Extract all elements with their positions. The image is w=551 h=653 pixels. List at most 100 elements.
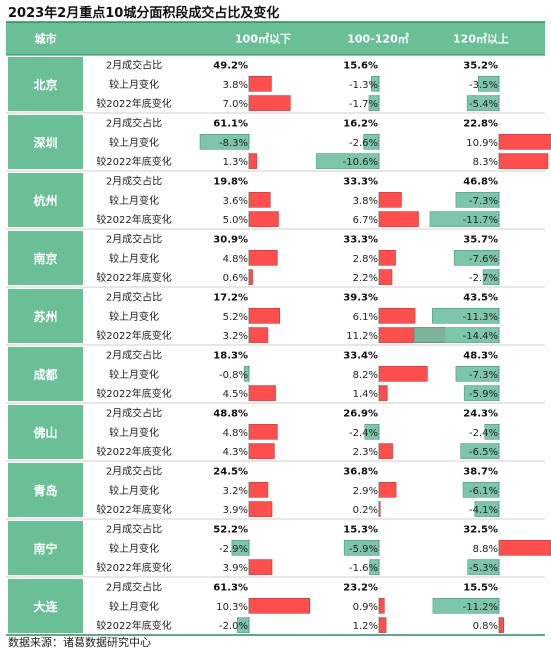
mom-value: -11.2% — [463, 602, 498, 613]
mom-value: 8.8% — [473, 544, 498, 555]
share-value: 24.5% — [213, 467, 248, 478]
ytd-value: -11.7% — [463, 215, 498, 226]
mom-bar — [248, 76, 272, 92]
ytd-bar — [248, 211, 279, 227]
mom-bar — [378, 192, 402, 208]
mom-bar — [378, 597, 385, 614]
metric-label: 2月成交占比 — [106, 291, 162, 304]
metric-label: 较上月变化 — [109, 600, 159, 613]
ytd-value: -14.4% — [463, 331, 498, 342]
ytd-bar — [248, 269, 253, 285]
mom-value: -3.5% — [469, 80, 498, 91]
ytd-bar — [248, 443, 275, 459]
share-value: 35.7% — [463, 235, 498, 246]
mom-value: -11.3% — [463, 312, 498, 323]
metric-label: 较2022年底变化 — [96, 561, 171, 574]
ytd-value: 1.4% — [353, 389, 378, 400]
ytd-value: 0.2% — [353, 505, 378, 516]
ytd-value: -2.7% — [469, 273, 498, 284]
mom-value: -7.3% — [469, 196, 498, 207]
share-value: 17.2% — [213, 293, 248, 304]
share-value: 49.2% — [213, 61, 248, 72]
ytd-value: -2.0% — [219, 621, 248, 632]
ytd-bar — [248, 327, 269, 343]
ytd-value: -1.6% — [349, 563, 378, 574]
ytd-bar — [378, 617, 387, 633]
mom-value: 10.9% — [466, 138, 498, 149]
ytd-value: 11.2% — [346, 331, 378, 342]
metric-label: 较上月变化 — [109, 194, 159, 207]
mom-value: -2.4% — [349, 428, 378, 439]
share-value: 16.2% — [343, 119, 378, 130]
ytd-value: -5.3% — [469, 563, 498, 574]
metric-label: 较2022年底变化 — [96, 387, 171, 400]
mom-value: -7.6% — [469, 254, 498, 265]
metric-label: 2月成交占比 — [106, 465, 162, 478]
ytd-value: 2.3% — [353, 447, 378, 458]
mom-value: 3.6% — [223, 196, 248, 207]
metric-label: 较上月变化 — [109, 310, 159, 323]
ytd-value: 1.2% — [353, 621, 378, 632]
metric-label: 2月成交占比 — [106, 349, 162, 362]
metric-label: 较2022年底变化 — [96, 503, 171, 516]
mom-bar — [498, 539, 551, 556]
ytd-value: 4.3% — [223, 447, 248, 458]
ytd-bar — [378, 269, 393, 285]
ytd-value: 3.9% — [223, 505, 248, 516]
share-value: 15.3% — [343, 525, 378, 536]
header-col-2: 100-120㎡ — [347, 32, 409, 46]
share-value: 39.3% — [343, 293, 378, 304]
city-cell — [8, 57, 83, 111]
mom-bar — [248, 250, 278, 266]
city-name: 大连 — [33, 599, 58, 614]
metric-label: 2月成交占比 — [106, 175, 162, 188]
ytd-bar — [498, 617, 505, 633]
share-value: 33.3% — [343, 235, 378, 246]
ytd-bar — [378, 385, 388, 401]
ytd-value: 0.8% — [473, 621, 498, 632]
metric-label: 较2022年底变化 — [96, 271, 171, 284]
mom-bar — [378, 365, 428, 382]
city-cell — [8, 289, 83, 343]
ytd-value: 2.2% — [353, 273, 378, 284]
city-name: 南宁 — [33, 541, 57, 556]
data-source: 数据来源：诸葛数据研究中心 — [8, 636, 151, 649]
mom-value: 2.8% — [353, 254, 378, 265]
metric-label: 较2022年底变化 — [96, 213, 171, 226]
metric-label: 较上月变化 — [109, 78, 159, 91]
city-cell — [8, 579, 83, 633]
ytd-value: 3.2% — [223, 331, 248, 342]
city-cell — [8, 347, 83, 401]
share-value: 26.9% — [343, 409, 378, 420]
header-col-1: 100㎡以下 — [235, 32, 291, 46]
city-cell — [8, 173, 83, 227]
ytd-bar — [248, 153, 257, 169]
mom-value: 3.8% — [223, 80, 248, 91]
city-name: 杭州 — [33, 193, 57, 208]
mom-value: 4.8% — [223, 254, 248, 265]
share-value: 61.1% — [213, 119, 248, 130]
ytd-bar — [378, 211, 419, 227]
city-name: 北京 — [33, 77, 57, 92]
mom-value: 4.8% — [223, 428, 248, 439]
ytd-value: 8.3% — [473, 157, 498, 168]
mom-bar — [378, 250, 396, 266]
ytd-value: 4.5% — [223, 389, 248, 400]
city-cell — [8, 231, 83, 285]
share-value: 48.8% — [213, 409, 248, 420]
mom-value: 3.2% — [223, 486, 248, 497]
city-cell — [8, 115, 83, 169]
city-name: 南京 — [33, 251, 57, 266]
share-value: 38.7% — [463, 467, 498, 478]
share-value: 46.8% — [463, 177, 498, 188]
ytd-value: -1.7% — [349, 99, 378, 110]
share-value: 35.2% — [463, 61, 498, 72]
mom-bar — [378, 307, 416, 324]
mom-value: -2.9% — [219, 544, 248, 555]
metric-label: 较上月变化 — [109, 542, 159, 555]
mom-bar — [248, 192, 271, 208]
ytd-value: -5.4% — [469, 99, 498, 110]
metric-label: 较2022年底变化 — [96, 619, 171, 632]
metric-label: 较2022年底变化 — [96, 155, 171, 168]
